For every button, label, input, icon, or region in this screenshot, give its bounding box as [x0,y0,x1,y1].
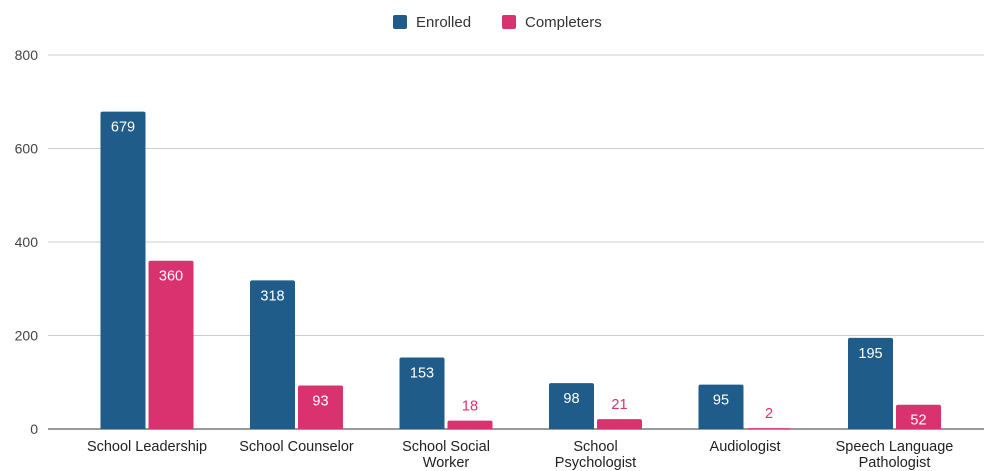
data-label: 95 [713,393,729,409]
x-tick-label: Psychologist [555,455,636,471]
data-label: 153 [410,365,434,381]
data-label: 93 [312,394,328,410]
data-label: 98 [563,391,579,407]
x-tick-label: School Social [402,439,490,455]
x-tick-label: School Counselor [239,439,354,455]
x-tick-label: School [573,439,617,455]
legend-swatch-completers [502,15,516,29]
data-label: 195 [858,346,882,362]
x-tick-label: Audiologist [710,439,781,455]
legend-label-completers: Completers [525,13,602,31]
x-tick-label: Pathologist [859,455,931,471]
bar-enrolled [100,111,146,429]
data-label: 318 [260,288,284,304]
y-tick-label: 400 [15,234,39,250]
x-tick-label: School Leadership [87,439,207,455]
data-label: 2 [765,406,773,422]
data-label: 21 [611,397,627,413]
x-tick-label: Worker [423,455,470,471]
bar-enrolled [848,337,893,429]
data-label: 360 [159,269,183,285]
x-tick-label: Speech Language [836,439,954,455]
legend-item-enrolled: Enrolled [393,10,471,34]
data-label: 679 [111,120,135,136]
bar-enrolled [549,383,594,429]
bar-completers [148,260,194,429]
bar-enrolled [399,357,445,429]
data-label: 52 [910,413,926,429]
y-tick-label: 600 [15,141,39,157]
bar-completers [298,385,343,429]
bar-completers [447,420,493,429]
legend-label-enrolled: Enrolled [416,13,472,31]
data-label: 18 [462,399,478,415]
bar-completers [896,404,941,429]
legend-swatch-enrolled [393,15,407,29]
y-tick-label: 200 [15,328,39,344]
legend-item-completers: Completers [502,10,602,34]
legend: Enrolled Completers [0,10,984,34]
bar-completers [746,428,792,431]
y-tick-label: 0 [30,421,38,437]
bar-completers [597,419,642,429]
bar-enrolled [250,280,295,429]
bar-enrolled [698,384,744,429]
y-tick-label: 800 [15,47,39,63]
